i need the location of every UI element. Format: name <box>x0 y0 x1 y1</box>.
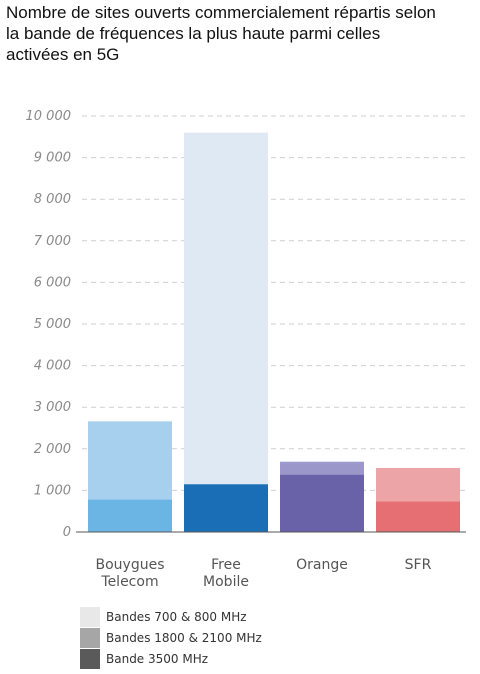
x-category-label: Mobile <box>203 574 249 590</box>
y-tick-label: 6 000 <box>34 275 71 290</box>
y-tick-label: 1 000 <box>34 483 71 498</box>
legend-swatch <box>80 627 100 648</box>
legend-label: Bandes 700 & 800 MHz <box>106 609 247 624</box>
bar-segment <box>280 462 364 475</box>
legend-item-700-800: Bandes 700 & 800 MHz <box>80 606 262 627</box>
legend-label: Bande 3500 MHz <box>106 651 209 666</box>
bar-segment <box>184 484 268 532</box>
bar-segment <box>376 467 460 502</box>
chart-title: Nombre de sites ouverts commercialement … <box>6 3 436 64</box>
y-tick-label: 9 000 <box>34 151 71 166</box>
bar-segment <box>280 474 364 532</box>
bar-segment <box>376 501 460 532</box>
legend-label: Bandes 1800 & 2100 MHz <box>106 630 262 645</box>
bar-segment <box>280 461 364 463</box>
y-tick-label: 5 000 <box>34 317 71 332</box>
legend-swatch <box>80 648 100 669</box>
x-category-label: Telecom <box>100 574 158 590</box>
y-tick-label: 10 000 <box>26 109 72 124</box>
x-category-label: Orange <box>296 557 348 573</box>
bar-segment <box>88 421 172 500</box>
y-tick-label: 4 000 <box>34 359 71 374</box>
y-tick-label: 8 000 <box>34 192 71 207</box>
bar-segment <box>184 132 268 485</box>
legend: Bandes 700 & 800 MHz Bandes 1800 & 2100 … <box>80 606 262 669</box>
y-tick-label: 2 000 <box>34 442 71 457</box>
x-category-label: Free <box>211 557 241 573</box>
y-tick-label: 3 000 <box>34 400 71 415</box>
legend-item-1800-2100: Bandes 1800 & 2100 MHz <box>80 627 262 648</box>
y-tick-label: 7 000 <box>34 234 71 249</box>
x-category-label: Bouygues <box>96 557 165 573</box>
legend-swatch <box>80 606 100 627</box>
bar-chart: 0 1 000 2 000 3 000 4 000 5 000 6 000 7 000 8 00… <box>26 109 466 590</box>
legend-item-3500: Bande 3500 MHz <box>80 648 262 669</box>
bar-segment <box>88 499 172 532</box>
y-tick-label: 0 <box>63 525 71 540</box>
x-category-label: SFR <box>405 557 432 573</box>
